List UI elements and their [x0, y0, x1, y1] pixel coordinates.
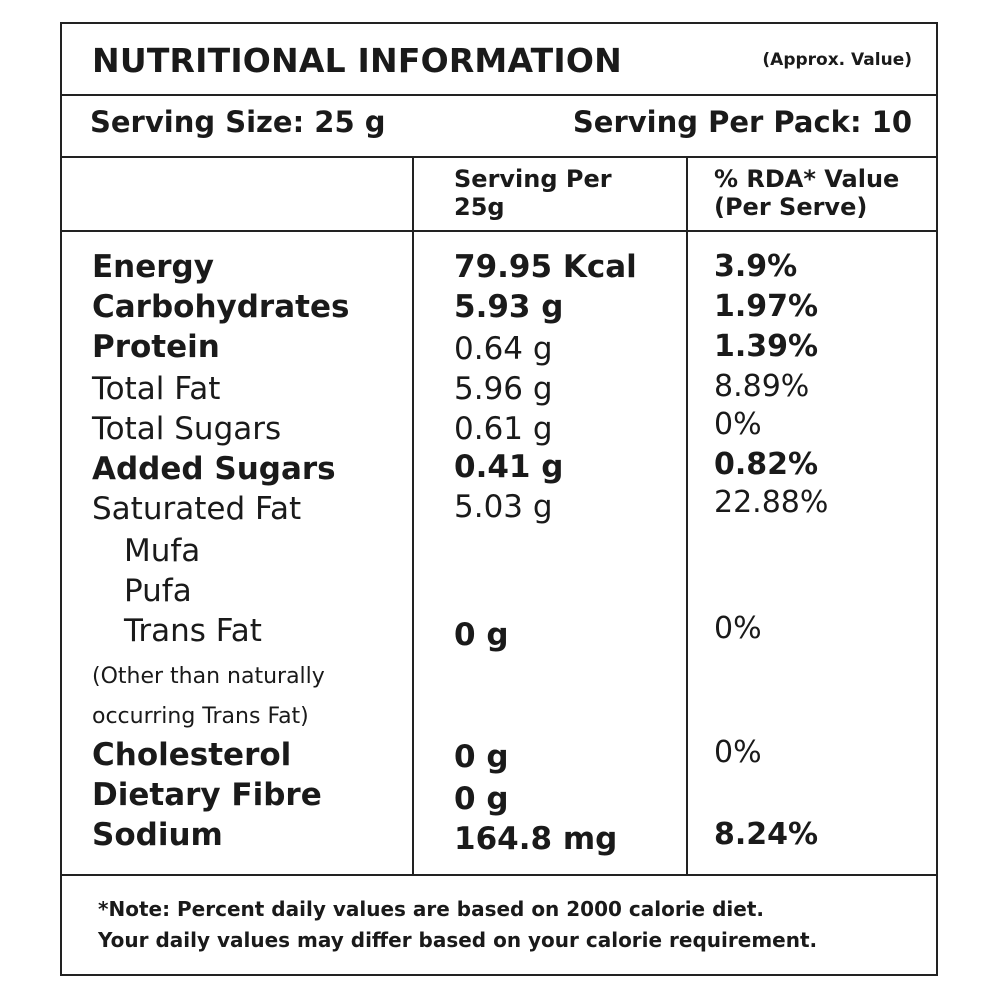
nutrient-value: 5.03 g [454, 489, 553, 525]
nutrient-name: Mufa [124, 533, 201, 569]
nutrient-rda: 0% [714, 611, 762, 646]
column-header-per-serving: Serving Per 25g [454, 165, 612, 221]
nutrient-rda: 8.24% [714, 817, 819, 852]
divider [62, 156, 936, 158]
trans-fat-note: occurring Trans Fat) [92, 704, 309, 729]
nutrient-value: 5.96 g [454, 371, 553, 407]
nutrient-value: 5.93 g [454, 289, 564, 325]
column-divider [686, 156, 688, 874]
nutrient-rda: 0% [714, 735, 762, 770]
nutrient-name: Added Sugars [92, 451, 336, 487]
nutrient-name: Energy [92, 249, 214, 285]
nutrient-rda: 8.89% [714, 369, 810, 404]
nutrient-value: 0 g [454, 617, 509, 653]
approx-note: (Approx. Value) [762, 50, 912, 70]
nutrient-rda: 22.88% [714, 485, 829, 520]
nutrient-rda: 0.82% [714, 447, 819, 482]
nutrient-name: Total Fat [92, 371, 221, 407]
nutrient-value: 0.61 g [454, 411, 553, 447]
nutrition-table: NUTRITIONAL INFORMATION (Approx. Value) … [60, 22, 938, 976]
nutrient-name: Sodium [92, 817, 223, 853]
nutrient-value: 0 g [454, 739, 509, 775]
nutrient-value: 0 g [454, 781, 509, 817]
column-divider [412, 156, 414, 874]
nutrient-name: Pufa [124, 573, 192, 609]
nutrient-name: Saturated Fat [92, 491, 302, 527]
column-header-rda: % RDA* Value (Per Serve) [714, 165, 900, 221]
nutrient-value: 79.95 Kcal [454, 249, 637, 285]
nutrient-name: Dietary Fibre [92, 777, 322, 813]
nutrient-rda: 1.97% [714, 289, 819, 324]
trans-fat-note: (Other than naturally [92, 664, 325, 689]
nutrient-rda: 3.9% [714, 249, 798, 284]
nutrient-name: Carbohydrates [92, 289, 350, 325]
nutrient-name: Total Sugars [92, 411, 282, 447]
nutrient-name: Protein [92, 329, 220, 365]
footnote: *Note: Percent daily values are based on… [98, 897, 818, 952]
divider [62, 230, 936, 232]
serving-size: Serving Size: 25 g [90, 105, 386, 139]
nutrient-rda: 1.39% [714, 329, 819, 364]
divider [62, 874, 936, 876]
servings-per-pack: Serving Per Pack: 10 [572, 105, 912, 139]
nutrient-name: Cholesterol [92, 737, 292, 773]
panel-title: NUTRITIONAL INFORMATION [92, 41, 622, 80]
nutrient-name: Trans Fat [124, 613, 262, 649]
divider [62, 94, 936, 96]
nutrient-rda: 0% [714, 407, 762, 442]
nutrient-value: 0.64 g [454, 331, 553, 367]
nutrient-value: 0.41 g [454, 449, 564, 485]
nutrient-value: 164.8 mg [454, 821, 618, 857]
